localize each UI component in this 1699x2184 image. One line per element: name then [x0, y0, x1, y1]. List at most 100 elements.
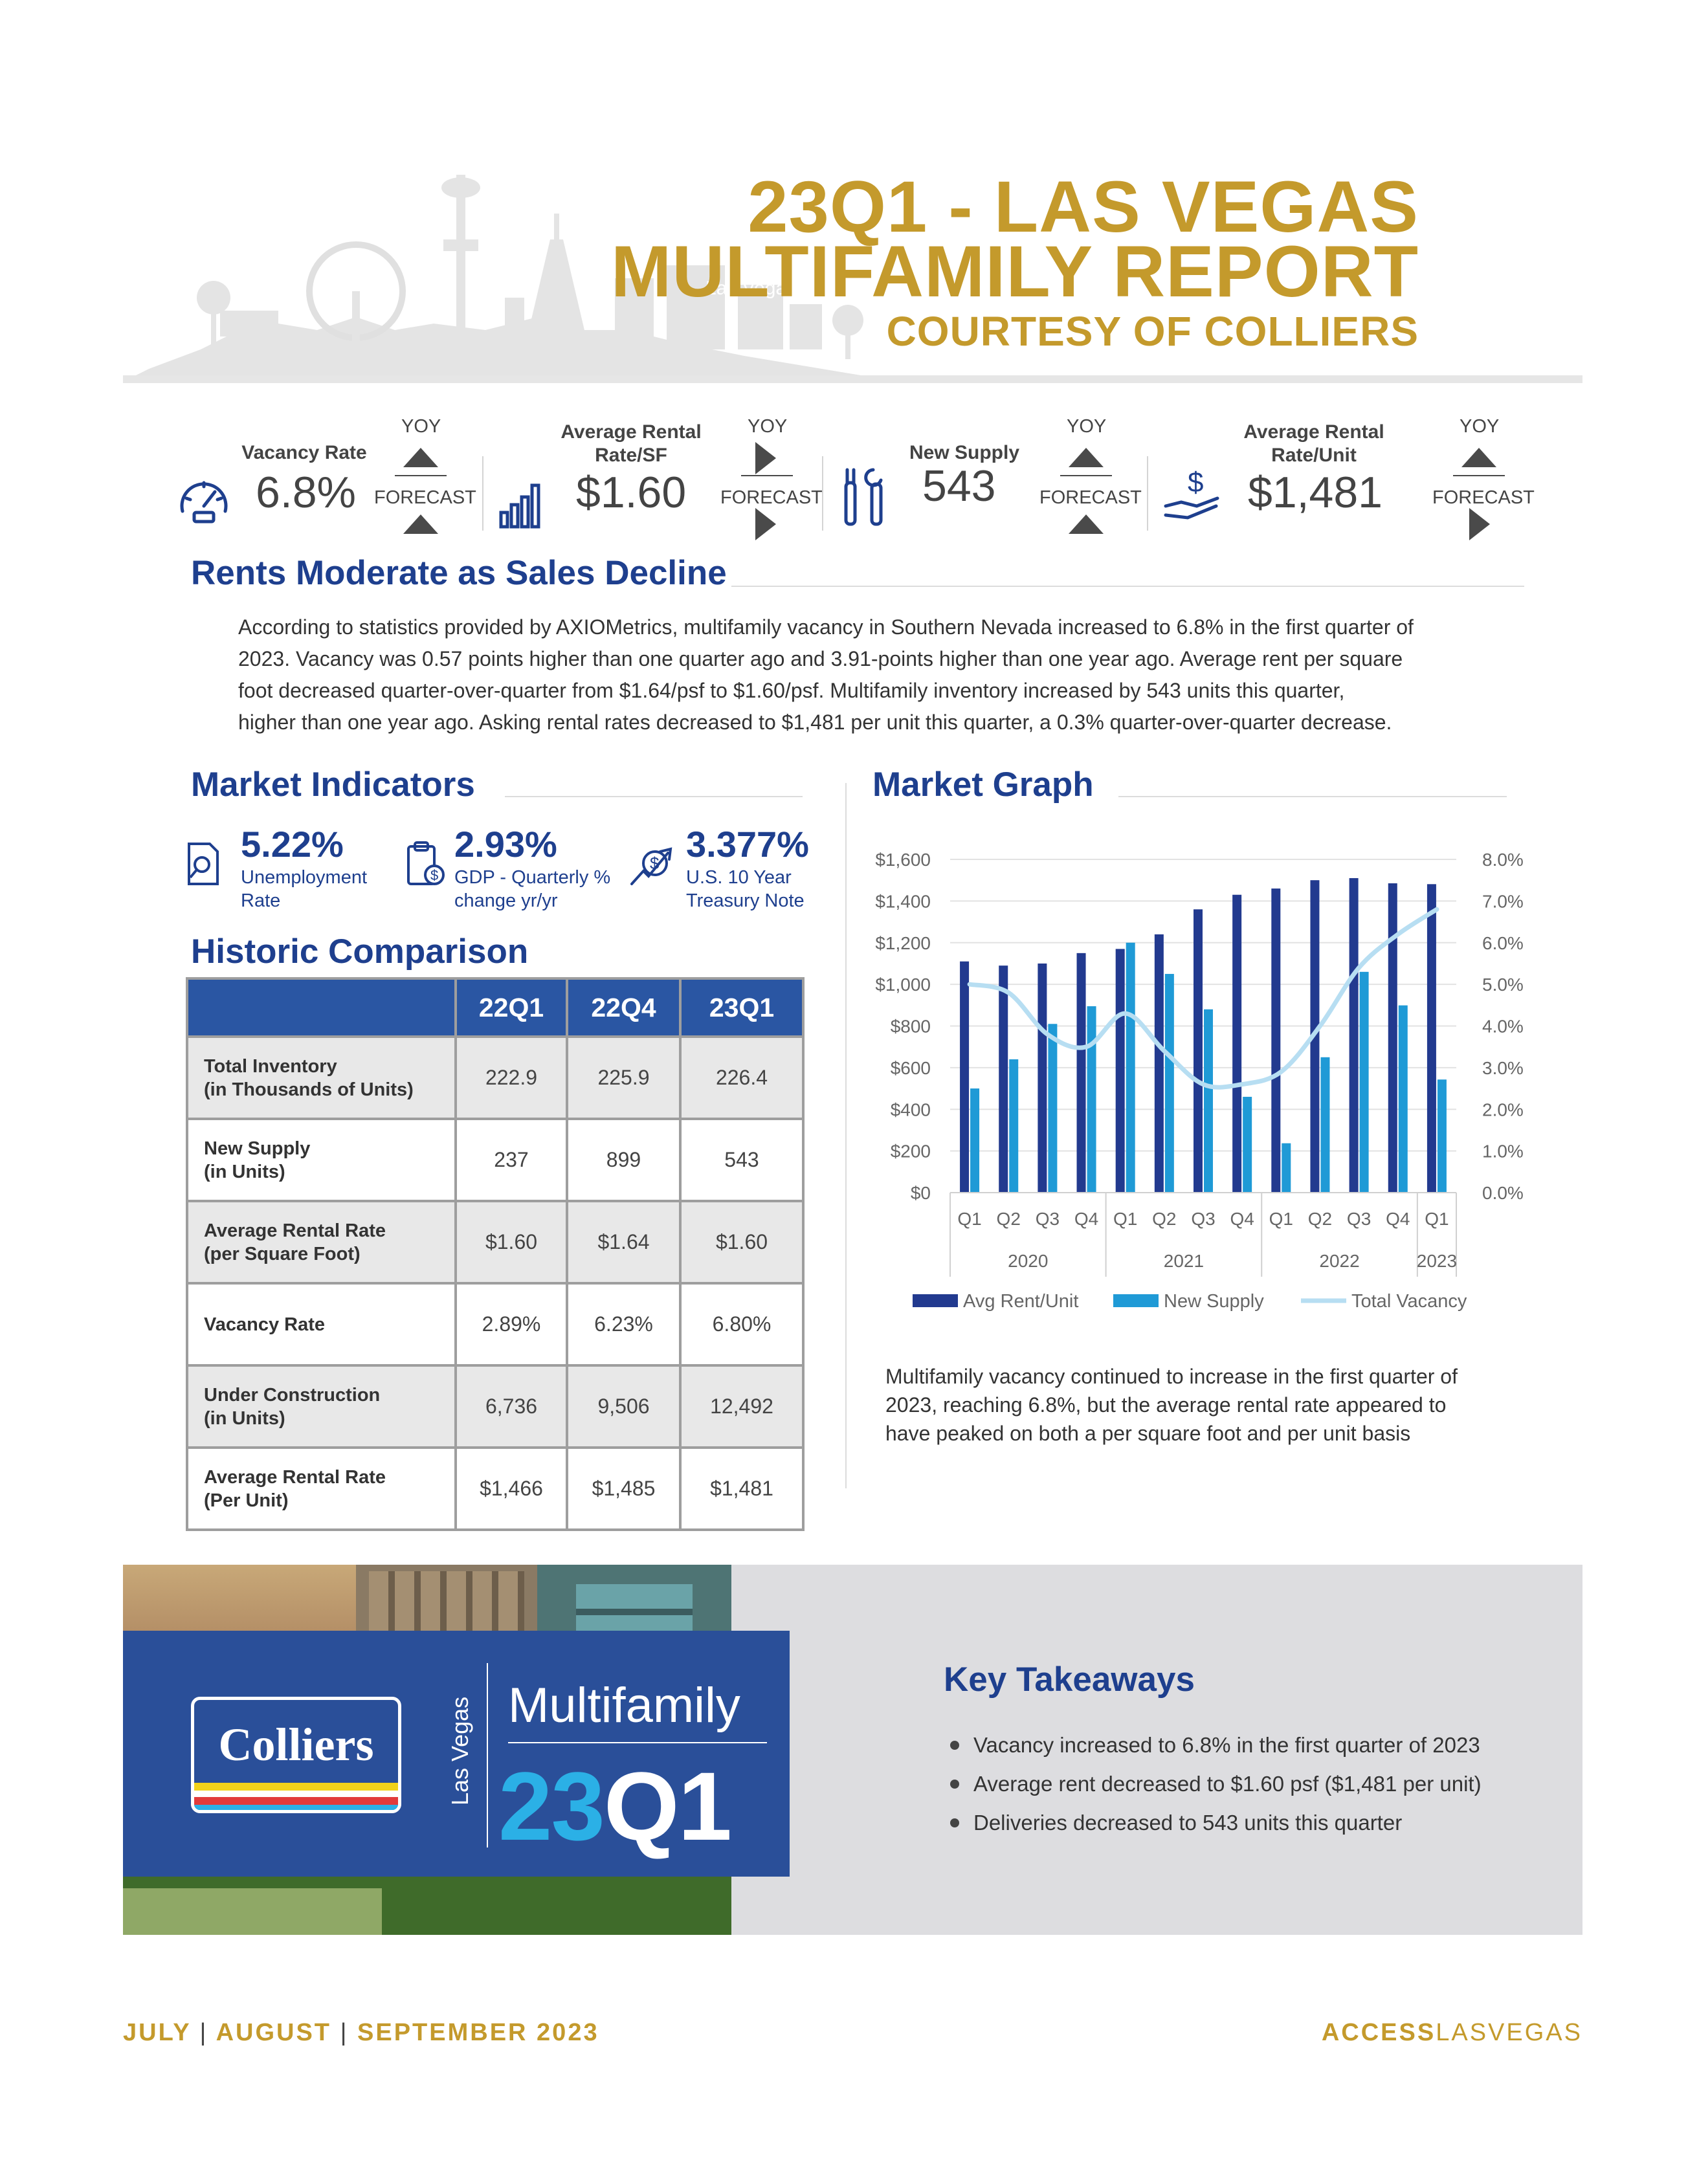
x-group-label: 2023: [1417, 1251, 1457, 1271]
list-item: Deliveries decreased to 543 units this q…: [950, 1807, 1482, 1846]
legend-label: Avg Rent/Unit: [963, 1291, 1078, 1312]
colliers-logo-text: Colliers: [218, 1719, 374, 1770]
table-cell: 12,492: [679, 1364, 805, 1449]
kpi-divider-rule: [741, 475, 793, 476]
forecast-up-arrow-icon: [1069, 514, 1104, 534]
column-separator: [845, 783, 847, 1488]
x-tick-label: Q4: [1386, 1209, 1410, 1229]
forecast-flat-arrow-icon: [1469, 508, 1490, 540]
bar-avg-rent: [1076, 953, 1086, 1193]
table-header-row: 22Q1 22Q4 23Q1: [186, 977, 805, 1038]
kpi-value: $1.60: [576, 468, 687, 517]
kpi-value: $1,481: [1248, 468, 1383, 517]
table-row: Average Rental Rate (Per Unit) $1,466 $1,…: [186, 1446, 805, 1531]
bar-new-supply: [1048, 1024, 1058, 1193]
y-right-tick-label: 8.0%: [1482, 850, 1524, 870]
table-cell: 222.9: [454, 1035, 568, 1120]
bar-new-supply: [1126, 942, 1135, 1193]
las-vegas-skyline-graphic: Las Vegas: [123, 175, 900, 382]
kpi-yoy-label: YOY: [1460, 416, 1500, 437]
x-tick-label: Q3: [1191, 1209, 1215, 1229]
x-tick-label: Q2: [997, 1209, 1021, 1229]
kpi-value: 543: [922, 461, 996, 511]
kpi-label: Average Rental Rate/Unit: [1243, 421, 1384, 466]
bar-avg-rent: [1427, 884, 1436, 1193]
yoy-up-arrow-icon: [403, 448, 438, 467]
unemployment-value: 5.22%: [241, 824, 344, 865]
kpi-separator: [1147, 456, 1148, 531]
table-cell: 226.4: [679, 1035, 805, 1120]
heading-rule: [731, 586, 1524, 587]
table-cell: 6.23%: [566, 1282, 682, 1367]
x-tick-label: Q4: [1074, 1209, 1098, 1229]
row-label: Under Construction (in Units): [186, 1364, 457, 1449]
bar-new-supply: [1204, 1009, 1213, 1193]
x-tick-label: Q2: [1308, 1209, 1332, 1229]
y-right-tick-label: 1.0%: [1482, 1142, 1524, 1162]
kpi-value: 6.8%: [256, 468, 356, 517]
list-item: Average rent decreased to $1.60 psf ($1,…: [950, 1768, 1482, 1807]
kpi-label: Average Rental Rate/SF: [561, 421, 702, 466]
bar-avg-rent: [1194, 909, 1203, 1193]
historic-comparison-heading: Historic Comparison: [191, 932, 529, 971]
bar-avg-rent: [1038, 963, 1047, 1193]
y-right-tick-label: 6.0%: [1482, 933, 1524, 953]
market-graph-chart: $0 0.0% $200 1.0% $400 2.0% $600 3.0% $800 4.0% $1…: [875, 850, 1524, 1312]
bar-new-supply: [1243, 1096, 1252, 1193]
x-group-label: 2021: [1164, 1251, 1204, 1271]
bar-new-supply: [1398, 1005, 1408, 1193]
svg-text:$: $: [650, 854, 660, 873]
table-row: Total Inventory (in Thousands of Units) 2…: [186, 1035, 805, 1120]
table-cell: $1,485: [566, 1446, 682, 1531]
treasury-label: U.S. 10 Year Treasury Note: [686, 867, 805, 911]
table-cell: $1.60: [454, 1200, 568, 1285]
svg-text:$: $: [430, 867, 438, 883]
table-row: Vacancy Rate 2.89% 6.23% 6.80%: [186, 1282, 805, 1367]
yoy-up-arrow-icon: [1069, 448, 1104, 467]
bar-avg-rent: [1271, 888, 1281, 1193]
row-label: Average Rental Rate (per Square Foot): [186, 1200, 457, 1285]
bar-new-supply: [1320, 1057, 1330, 1193]
legend-label: New Supply: [1164, 1291, 1264, 1312]
y-right-tick-label: 0.0%: [1482, 1183, 1524, 1203]
row-label: Total Inventory (in Thousands of Units): [186, 1035, 457, 1120]
table-cell: 6.80%: [679, 1282, 805, 1367]
kpi-yoy-label: YOY: [401, 416, 441, 437]
x-tick-label: Q1: [1269, 1209, 1293, 1229]
x-group-label: 2020: [1008, 1251, 1048, 1271]
key-takeaways-list: Vacancy increased to 6.8% in the first q…: [950, 1729, 1482, 1846]
bar-new-supply: [1359, 971, 1369, 1193]
line-total-vacancy: [967, 907, 1439, 1090]
bar-chart-icon: [499, 483, 540, 529]
bar-new-supply: [1087, 1006, 1096, 1193]
table-column-header: 23Q1: [679, 977, 805, 1038]
kpi-forecast-label: FORECAST: [1039, 487, 1142, 508]
report-title-line1: 23Q1 - LAS VEGAS: [748, 166, 1419, 247]
gdp-label: GDP - Quarterly % change yr/yr: [454, 867, 611, 911]
kpi-label: New Supply: [909, 442, 1020, 463]
table-cell: $1,466: [454, 1446, 568, 1531]
y-left-tick-label: $200: [891, 1142, 931, 1162]
row-label: Average Rental Rate (Per Unit): [186, 1446, 457, 1531]
heading-rule: [505, 796, 803, 797]
yoy-flat-arrow-icon: [755, 442, 776, 474]
table-cell: 543: [679, 1118, 805, 1202]
kpi-yoy-label: YOY: [748, 416, 788, 437]
forecast-flat-arrow-icon: [755, 508, 776, 540]
bar-avg-rent: [960, 961, 970, 1193]
banner-underline: [508, 1742, 767, 1743]
report-title-line2: MULTIFAMILY REPORT: [611, 231, 1419, 312]
bar-avg-rent: [1232, 894, 1242, 1193]
table-cell: 6,736: [454, 1364, 568, 1449]
gdp-value: 2.93%: [454, 824, 557, 865]
table-cell: 225.9: [566, 1035, 682, 1120]
y-left-tick-label: $1,000: [875, 975, 931, 995]
list-item: Vacancy increased to 6.8% in the first q…: [950, 1729, 1482, 1768]
yoy-up-arrow-icon: [1461, 448, 1496, 467]
kpi-divider-rule: [1060, 475, 1112, 476]
bar-new-supply: [1164, 974, 1174, 1193]
hand-dollar-icon: $: [1164, 467, 1219, 520]
table-cell: 9,506: [566, 1364, 682, 1449]
dollar-trend-icon: $: [630, 847, 672, 885]
market-graph-heading: Market Graph: [872, 766, 1094, 804]
